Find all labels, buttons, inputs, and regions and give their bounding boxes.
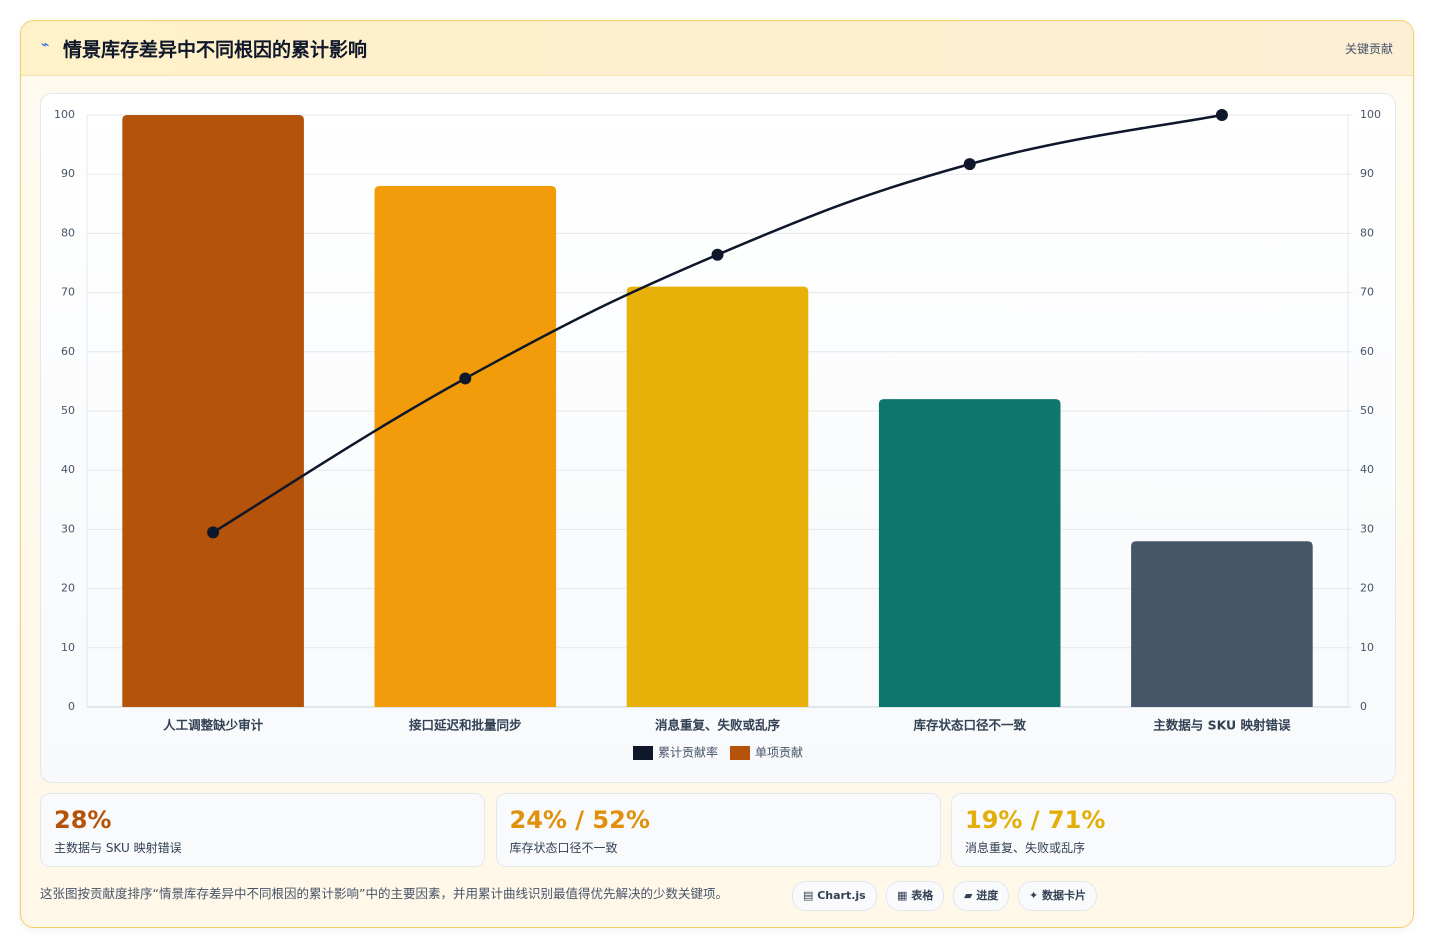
x-tick-label: 主数据与 SKU 映射错误 <box>1153 718 1291 733</box>
y2-tick-label: 100 <box>1360 108 1381 121</box>
y-tick-label: 10 <box>61 641 75 654</box>
y-tick-label: 30 <box>61 522 75 535</box>
header-title: 情景库存差异中不同根因的累计影响 <box>63 39 368 61</box>
y2-tick-label: 10 <box>1360 641 1374 654</box>
y2-tick-label: 80 <box>1360 226 1374 239</box>
header-icon: ⌁ <box>41 37 50 53</box>
y-tick-label: 40 <box>61 463 75 476</box>
header-badge: 关键贡献 <box>1344 42 1393 56</box>
stat-card: 19% / 71% 消息重复、失败或乱序 <box>951 793 1396 867</box>
legend-swatch <box>633 746 653 760</box>
tag: ▰ 进度 <box>953 881 1010 911</box>
y2-tick-label: 90 <box>1360 167 1374 180</box>
stat-label: 库存状态口径不一致 <box>509 841 618 855</box>
y2-tick-label: 20 <box>1360 582 1374 595</box>
y2-tick-label: 0 <box>1360 700 1367 713</box>
bar <box>878 399 1061 707</box>
y2-tick-label: 50 <box>1360 404 1374 417</box>
legend-label: 累计贡献率 <box>658 745 718 760</box>
x-tick-label: 接口延迟和批量同步 <box>409 718 522 733</box>
y-tick-label: 70 <box>61 286 75 299</box>
y-tick-label: 0 <box>68 700 75 713</box>
y-tick-label: 80 <box>61 226 75 239</box>
y2-tick-label: 60 <box>1360 345 1374 358</box>
line-point <box>207 526 220 539</box>
stat-card: 24% / 52% 库存状态口径不一致 <box>495 793 941 867</box>
stat-value: 24% / 52% <box>509 806 650 834</box>
bar <box>626 286 809 707</box>
line-point <box>459 372 472 385</box>
tag: ▤ Chart.js <box>792 881 877 911</box>
legend-label: 单项贡献 <box>755 745 803 760</box>
bar <box>374 186 557 708</box>
y-tick-label: 20 <box>61 582 75 595</box>
y-tick-label: 90 <box>61 167 75 180</box>
x-tick-label: 库存状态口径不一致 <box>913 718 1026 733</box>
stat-card: 28% 主数据与 SKU 映射错误 <box>40 793 485 867</box>
footer-text: 这张图按贡献度排序“情景库存差异中不同根因的累计影响”中的主要因素，并用累计曲线… <box>40 886 728 901</box>
line-point <box>711 248 724 261</box>
tag: ✦ 数据卡片 <box>1018 881 1098 911</box>
line-point <box>963 158 976 171</box>
y2-tick-label: 70 <box>1360 286 1374 299</box>
line-point <box>1215 109 1228 121</box>
legend-swatch <box>730 746 751 760</box>
x-tick-label: 消息重复、失败或乱序 <box>655 718 781 733</box>
stat-label: 主数据与 SKU 映射错误 <box>54 841 182 855</box>
y-tick-label: 60 <box>61 345 75 358</box>
y2-tick-label: 30 <box>1360 522 1374 535</box>
x-tick-label: 人工调整缺少审计 <box>163 718 264 733</box>
stat-value: 28% <box>54 806 112 834</box>
stat-value: 19% / 71% <box>965 806 1106 834</box>
stat-label: 消息重复、失败或乱序 <box>965 841 1086 855</box>
header: ⌁ 情景库存差异中不同根因的累计影响 关键贡献 <box>21 21 1413 76</box>
bar <box>122 115 304 707</box>
y-tick-label: 100 <box>54 108 75 121</box>
bar <box>1131 541 1313 707</box>
y2-tick-label: 40 <box>1360 463 1374 476</box>
y-tick-label: 50 <box>61 404 75 417</box>
tag: ▦ 表格 <box>886 881 945 911</box>
